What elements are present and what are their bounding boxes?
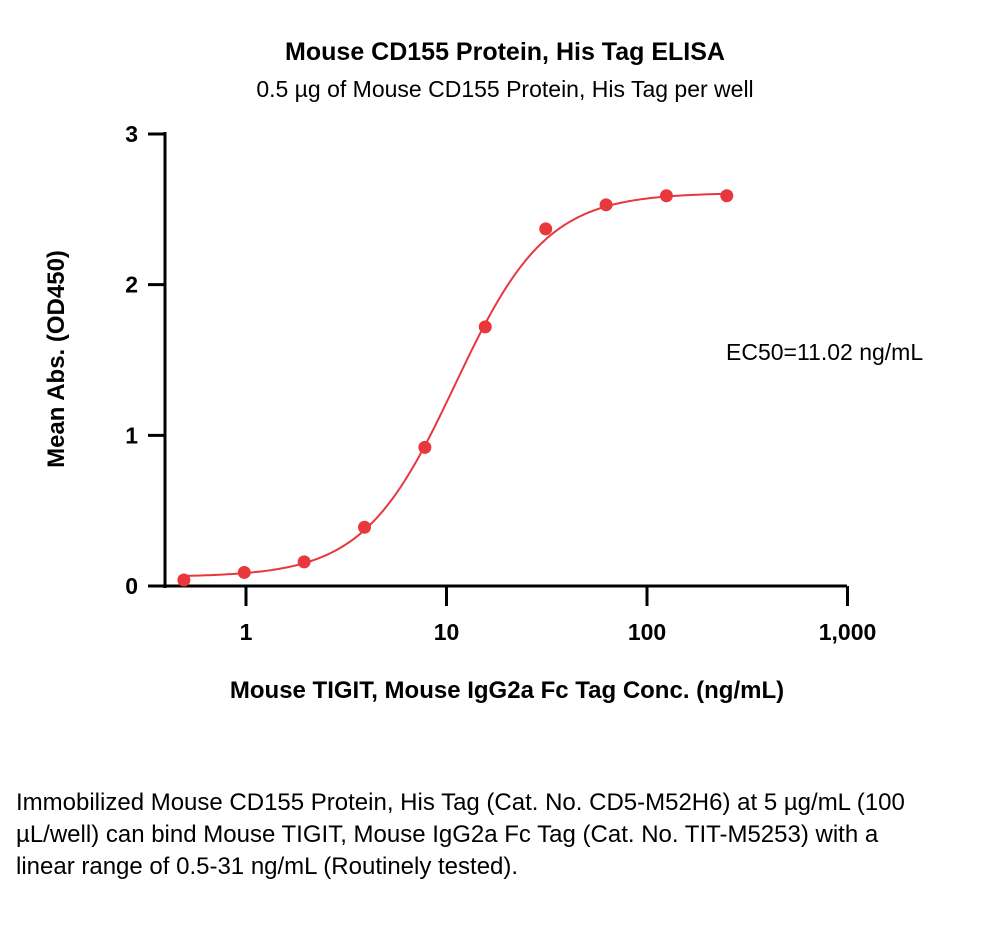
- y-tick-label: 1: [125, 422, 138, 448]
- x-axis-ticks: 1 10 100 1,000: [240, 586, 877, 645]
- figure-caption: Immobilized Mouse CD155 Protein, His Tag…: [16, 789, 905, 880]
- fit-curve: [183, 192, 727, 577]
- chart-subtitle: 0.5 µg of Mouse CD155 Protein, His Tag p…: [256, 76, 753, 102]
- data-point: [297, 555, 311, 569]
- y-tick-label: 3: [125, 121, 138, 147]
- data-point: [539, 222, 553, 236]
- ec50-annotation: EC50=11.02 ng/mL: [726, 339, 923, 365]
- x-axis-title: Mouse TIGIT, Mouse IgG2a Fc Tag Conc. (n…: [230, 677, 784, 704]
- elisa-chart: Mouse CD155 Protein, His Tag ELISA 0.5 µ…: [43, 38, 923, 704]
- x-tick-label: 100: [628, 619, 666, 645]
- data-point: [177, 573, 191, 587]
- chart-title: Mouse CD155 Protein, His Tag ELISA: [285, 38, 725, 66]
- data-point: [720, 189, 734, 203]
- data-point: [358, 520, 372, 534]
- x-tick-label: 10: [434, 619, 460, 645]
- data-points: [177, 189, 734, 587]
- y-tick-label: 0: [125, 573, 138, 599]
- data-point: [659, 189, 673, 203]
- y-axis-title: Mean Abs. (OD450): [43, 250, 70, 468]
- y-tick-label: 2: [125, 272, 138, 298]
- x-tick-label: 1,000: [819, 619, 877, 645]
- data-point: [418, 440, 432, 454]
- y-axis-ticks: 0 1 2 3: [125, 121, 165, 599]
- data-point: [599, 198, 613, 212]
- data-point: [478, 320, 492, 334]
- data-point: [237, 565, 251, 579]
- x-tick-label: 1: [240, 619, 253, 645]
